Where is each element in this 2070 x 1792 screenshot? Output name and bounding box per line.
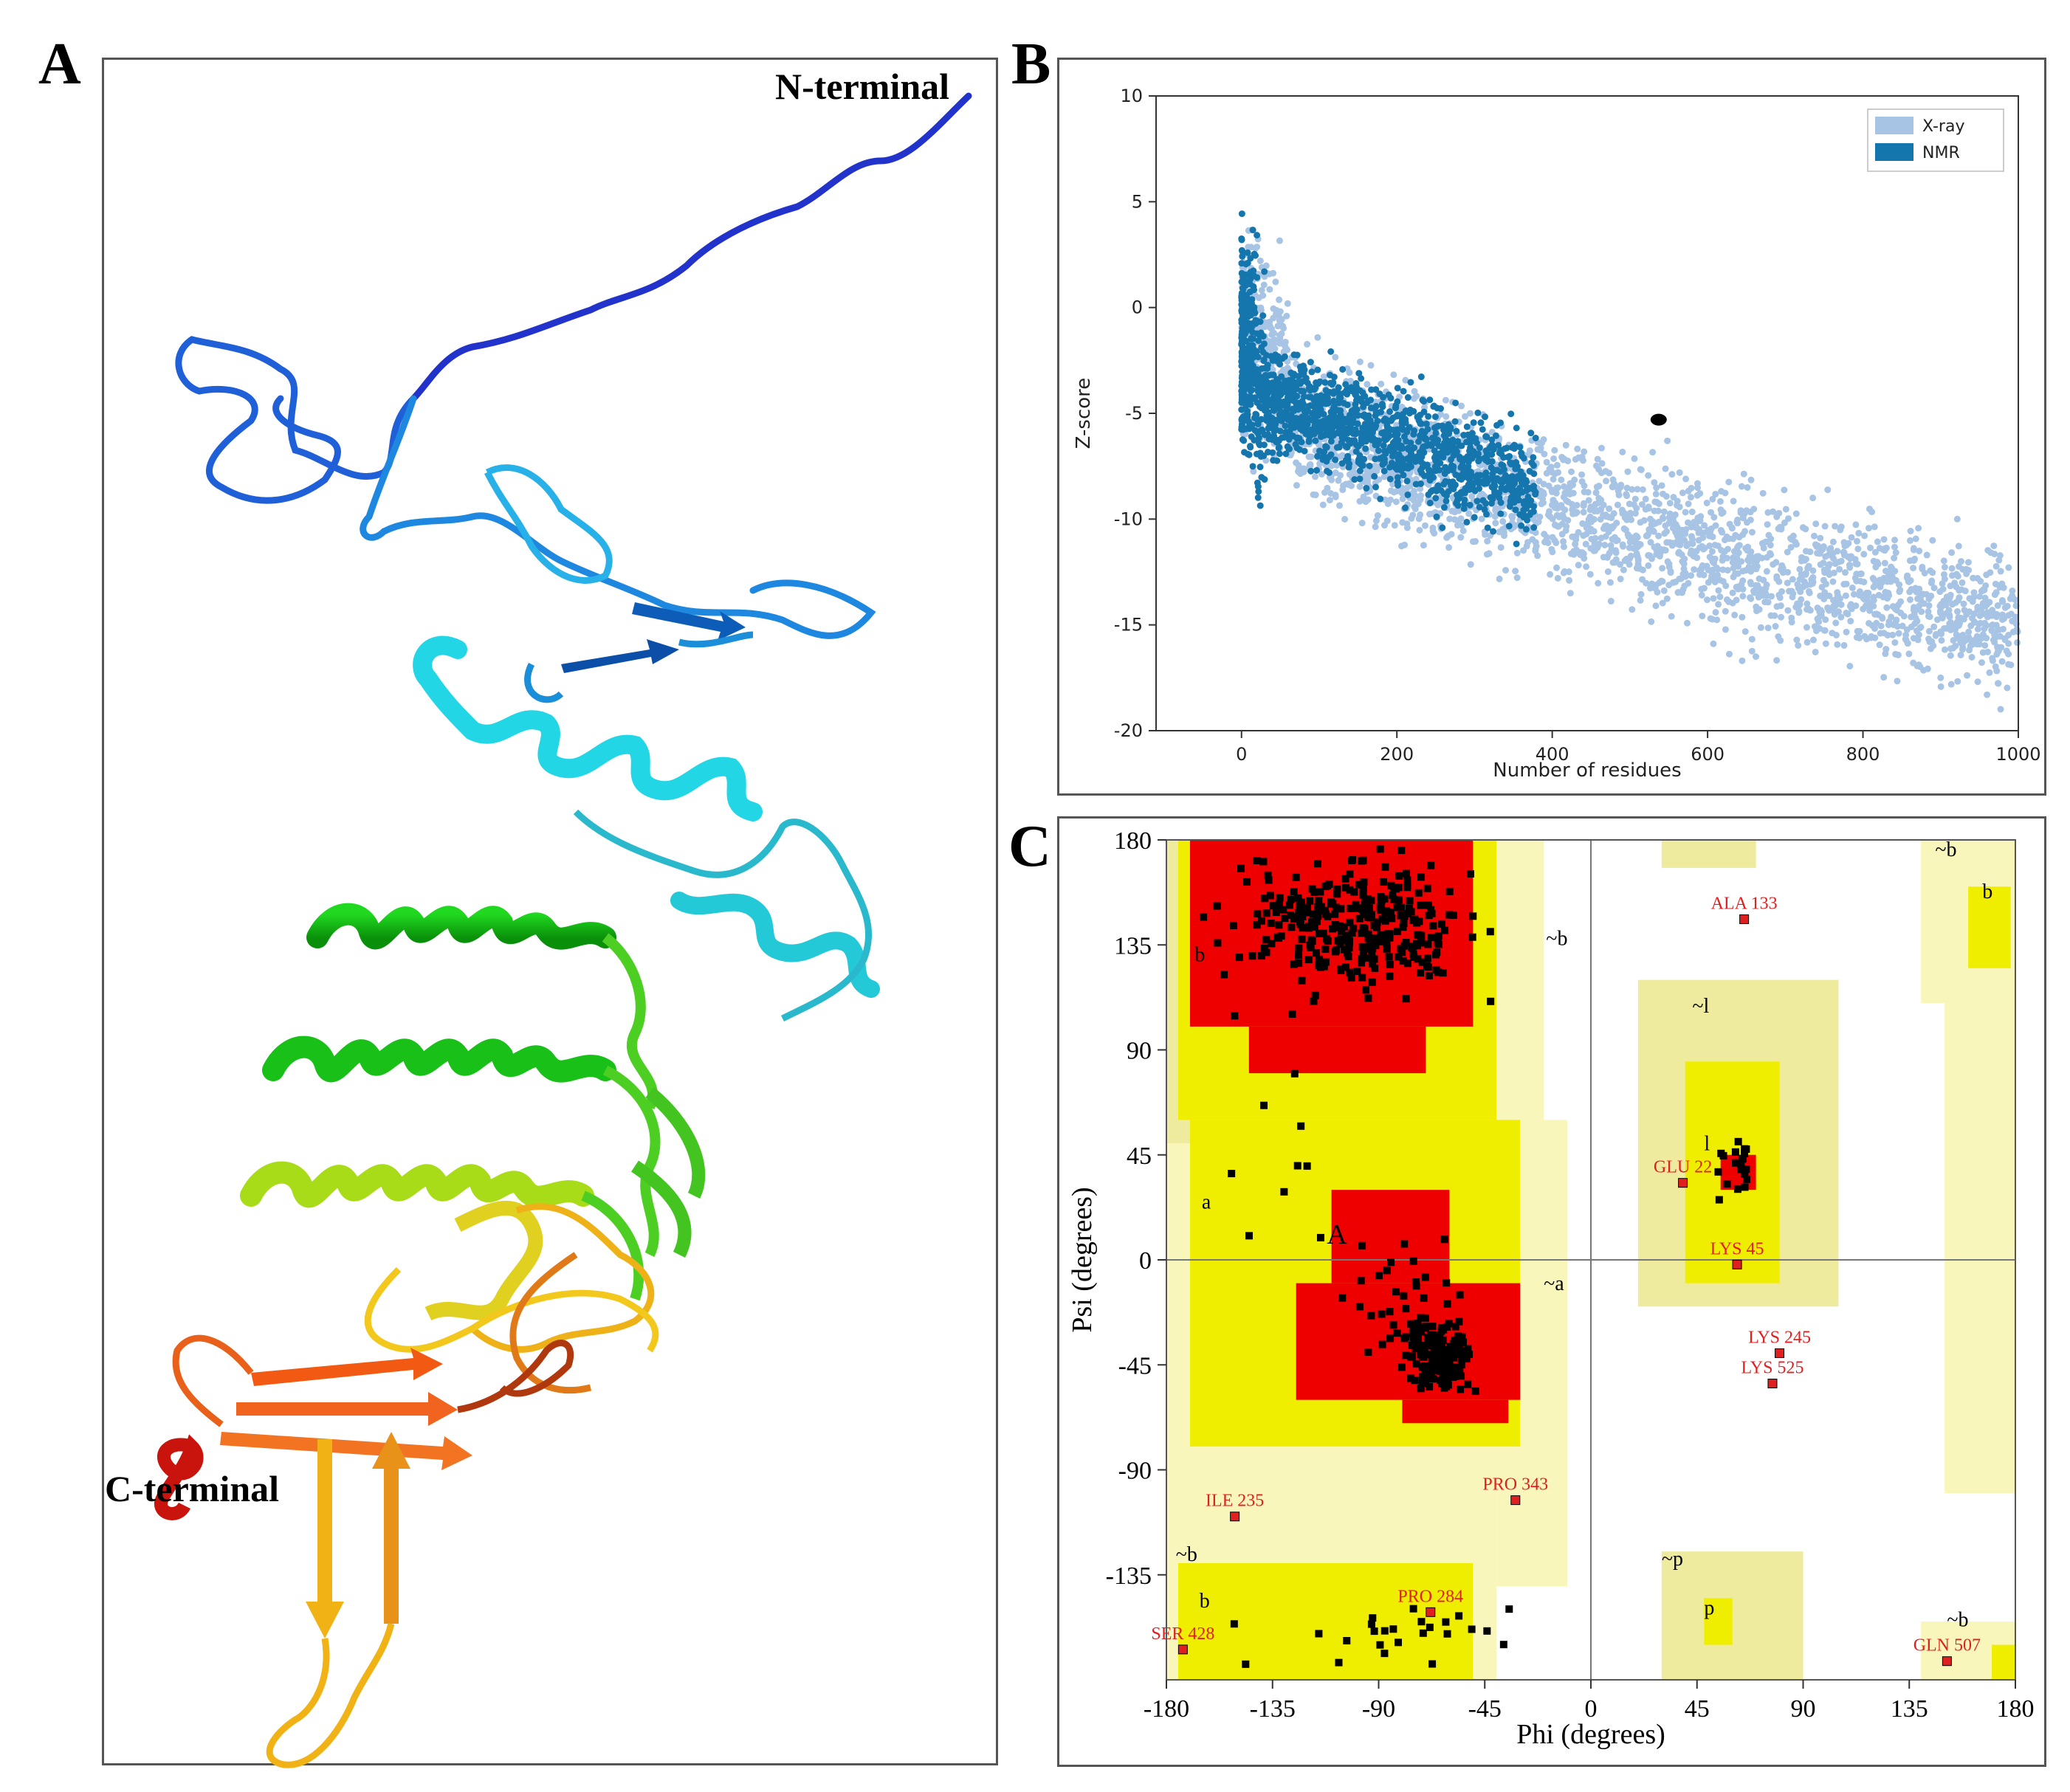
panel-a-letter: A: [38, 32, 81, 97]
n-terminal-label: N-terminal: [775, 66, 950, 107]
panel-b-frame: [1057, 58, 2046, 796]
c-terminal-label: C-terminal: [105, 1468, 280, 1509]
panel-c-letter: C: [1008, 814, 1051, 879]
panel-b-letter: B: [1011, 32, 1051, 97]
panel-c-frame: [1057, 816, 2046, 1767]
